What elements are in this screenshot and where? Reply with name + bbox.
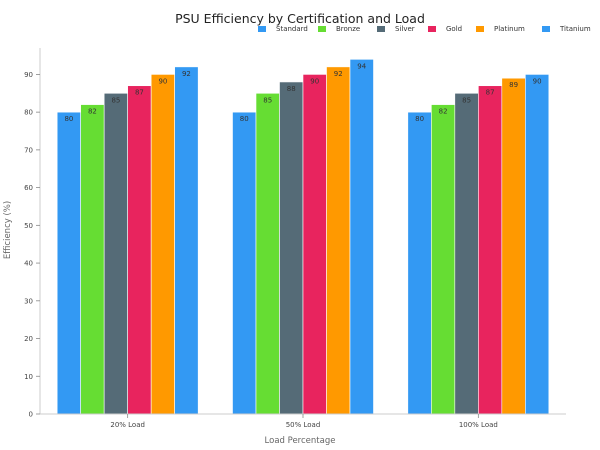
y-tick-label: 40 <box>24 260 33 268</box>
plot-area: 80 82 85 87 90 92 80 85 88 90 92 94 80 82 85 87 89 90 <box>56 59 550 415</box>
bar[interactable] <box>525 74 550 415</box>
bar-value-label: 90 <box>158 77 167 85</box>
x-axis-title: Load Percentage <box>265 436 336 446</box>
bar[interactable] <box>407 111 432 415</box>
bar-value-label: 80 <box>415 115 424 123</box>
bar[interactable] <box>326 66 351 415</box>
legend-label: Standard <box>276 25 308 33</box>
legend-item[interactable]: Platinum <box>476 25 525 33</box>
x-tick-label: 20% Load <box>110 421 145 429</box>
bar[interactable] <box>150 74 175 415</box>
legend-label: Silver <box>395 25 415 33</box>
legend-item[interactable]: Titanium <box>542 25 591 33</box>
y-axis-title: Efficiency (%) <box>3 201 13 259</box>
bar-value-label: 92 <box>334 70 343 78</box>
y-tick-label: 60 <box>24 184 33 192</box>
y-tick-label: 20 <box>24 335 33 343</box>
bar-value-label: 90 <box>310 77 319 85</box>
bar[interactable] <box>431 104 456 415</box>
bar[interactable] <box>349 59 374 415</box>
bar[interactable] <box>279 81 304 415</box>
legend-item[interactable]: Bronze <box>318 25 360 33</box>
bar-value-label: 85 <box>462 96 471 104</box>
bar[interactable] <box>127 85 152 415</box>
bar-value-label: 87 <box>135 89 144 97</box>
bar-value-label: 80 <box>240 115 249 123</box>
bar-value-label: 85 <box>263 96 272 104</box>
chart-title: PSU Efficiency by Certification and Load <box>175 11 425 26</box>
y-tick-label: 70 <box>24 146 33 154</box>
bar[interactable] <box>56 111 81 415</box>
x-axis: 20% Load 50% Load 100% Load <box>40 413 566 429</box>
legend-item[interactable]: Gold <box>428 25 462 33</box>
bar[interactable] <box>501 77 526 415</box>
legend-swatch <box>542 26 550 32</box>
legend-label: Gold <box>446 25 462 33</box>
legend-swatch <box>318 26 326 32</box>
bar-value-label: 92 <box>182 70 191 78</box>
y-tick-label: 30 <box>24 297 33 305</box>
y-tick-label: 0 <box>29 411 33 419</box>
bar-value-label: 88 <box>287 85 296 93</box>
bar-value-label: 80 <box>64 115 73 123</box>
x-tick-label: 50% Load <box>286 421 321 429</box>
bar-value-label: 89 <box>509 81 518 89</box>
legend: Standard Bronze Silver Gold Platinum Titanium <box>258 25 591 33</box>
bar[interactable] <box>174 66 199 415</box>
bar[interactable] <box>232 111 257 415</box>
y-tick-label: 90 <box>24 71 33 79</box>
legend-label: Bronze <box>336 25 360 33</box>
bar[interactable] <box>454 92 479 415</box>
legend-swatch <box>476 26 484 32</box>
x-tick-label: 100% Load <box>459 421 498 429</box>
bar-value-label: 85 <box>111 96 120 104</box>
bar-value-label: 90 <box>533 77 542 85</box>
bar-value-label: 87 <box>486 89 495 97</box>
legend-swatch <box>428 26 436 32</box>
bar[interactable] <box>478 85 503 415</box>
bar-value-label: 82 <box>439 108 448 116</box>
bar[interactable] <box>255 92 280 415</box>
bar[interactable] <box>103 92 128 415</box>
legend-label: Titanium <box>559 25 591 33</box>
y-tick-label: 50 <box>24 222 33 230</box>
legend-item[interactable]: Standard <box>258 25 308 33</box>
y-tick-label: 10 <box>24 373 33 381</box>
bar[interactable] <box>80 104 105 415</box>
legend-label: Platinum <box>494 25 525 33</box>
bar-value-label: 82 <box>88 108 97 116</box>
y-tick-label: 80 <box>24 109 33 117</box>
bar-value-label: 94 <box>357 62 366 70</box>
legend-item[interactable]: Silver <box>377 25 415 33</box>
legend-swatch <box>258 26 266 32</box>
bar[interactable] <box>302 74 327 415</box>
y-axis: 0 10 20 30 40 50 60 70 80 90 <box>24 48 41 419</box>
legend-swatch <box>377 26 385 32</box>
